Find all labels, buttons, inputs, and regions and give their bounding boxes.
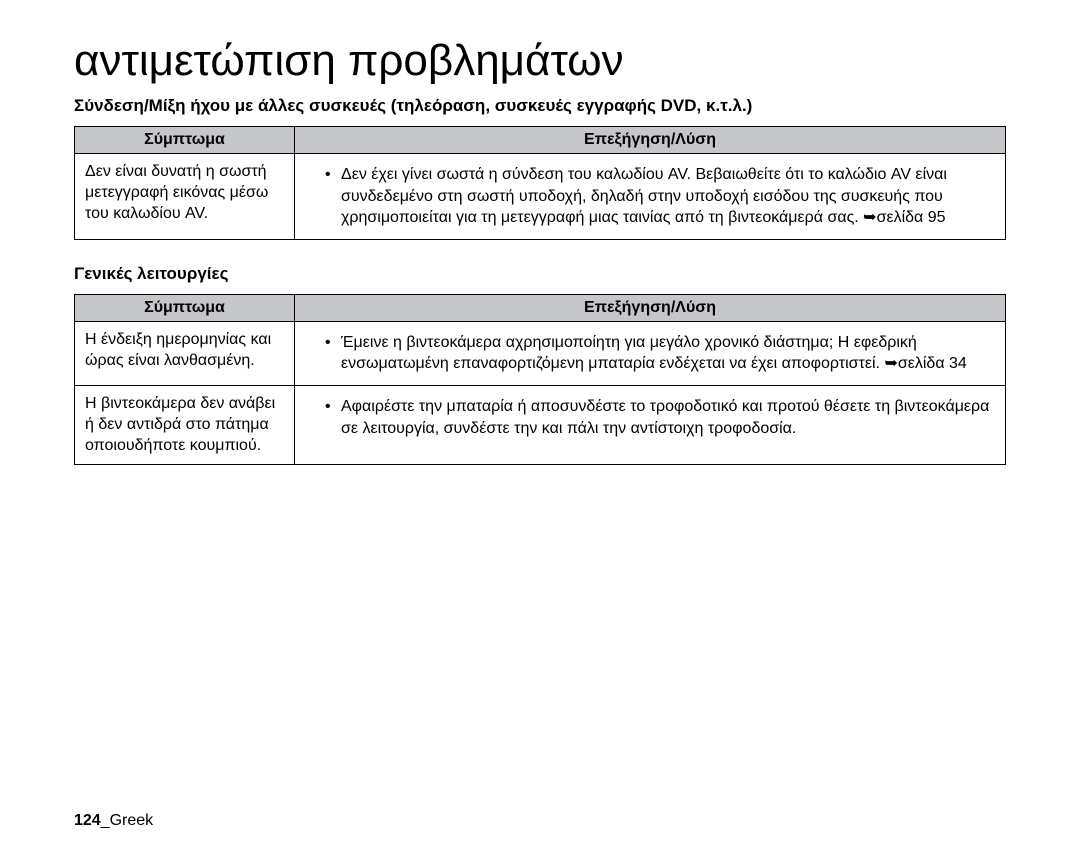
cell-explain: Έμεινε η βιντεοκάμερα αχρησιμοποίητη για… <box>295 321 1006 385</box>
table-row: Δεν είναι δυνατή η σωστή μετεγγραφή εικό… <box>75 154 1006 240</box>
col-header-symptom: Σύμπτωμα <box>75 127 295 154</box>
table-general: Σύμπτωμα Επεξήγηση/Λύση Η ένδειξη ημερομ… <box>74 294 1006 466</box>
cell-symptom: Δεν είναι δυνατή η σωστή μετεγγραφή εικό… <box>75 154 295 240</box>
cell-symptom: Η βιντεοκάμερα δεν ανάβει ή δεν αντιδρά … <box>75 385 295 464</box>
bullet-item: Έμεινε η βιντεοκάμερα αχρησιμοποίητη για… <box>319 332 995 375</box>
cell-explain: Δεν έχει γίνει σωστά η σύνδεση του καλωδ… <box>295 154 1006 240</box>
section-heading-connection: Σύνδεση/Μίξη ήχου με άλλες συσκευές (τηλ… <box>74 96 1006 116</box>
bullet-item: Δεν έχει γίνει σωστά η σύνδεση του καλωδ… <box>319 164 995 229</box>
cell-explain: Αφαιρέστε την μπαταρία ή αποσυνδέστε το … <box>295 385 1006 464</box>
page-footer: 124_Greek <box>74 812 153 830</box>
bullet-item: Αφαιρέστε την μπαταρία ή αποσυνδέστε το … <box>319 396 995 439</box>
cell-symptom: Η ένδειξη ημερομηνίας και ώρας είναι λαν… <box>75 321 295 385</box>
footer-sep: _ <box>101 812 110 829</box>
section-heading-general: Γενικές λειτουργίες <box>74 264 1006 284</box>
page-number: 124 <box>74 812 101 829</box>
table-connection: Σύμπτωμα Επεξήγηση/Λύση Δεν είναι δυνατή… <box>74 126 1006 240</box>
footer-lang: Greek <box>110 812 154 829</box>
page-title: αντιμετώπιση προβλημάτων <box>74 36 1006 86</box>
page: αντιμετώπιση προβλημάτων Σύνδεση/Μίξη ήχ… <box>0 0 1080 866</box>
col-header-explain: Επεξήγηση/Λύση <box>295 127 1006 154</box>
col-header-explain: Επεξήγηση/Λύση <box>295 294 1006 321</box>
table-row: Η ένδειξη ημερομηνίας και ώρας είναι λαν… <box>75 321 1006 385</box>
col-header-symptom: Σύμπτωμα <box>75 294 295 321</box>
table-row: Η βιντεοκάμερα δεν ανάβει ή δεν αντιδρά … <box>75 385 1006 464</box>
